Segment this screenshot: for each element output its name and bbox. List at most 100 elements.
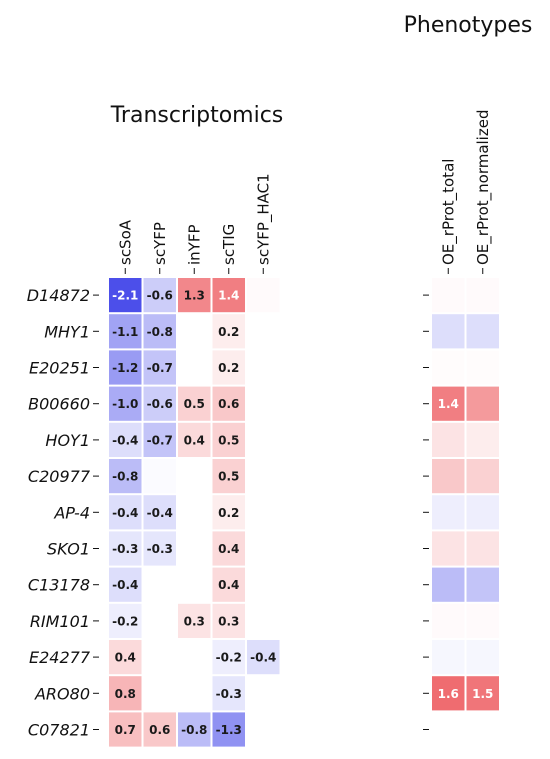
heatmap-cell xyxy=(143,567,176,602)
heatmap-cell xyxy=(212,640,245,675)
cell-value-label: -0.4 xyxy=(147,506,173,520)
heatmap-cell xyxy=(178,278,211,313)
heatmap-cell xyxy=(432,567,465,602)
heatmap-cell xyxy=(212,712,245,747)
heatmap-cell xyxy=(432,459,465,494)
heatmap-cell xyxy=(247,640,280,675)
column-label: scYFP_HAC1 xyxy=(254,173,273,265)
cell-value-label: -1.0 xyxy=(112,397,138,411)
heatmap-cell xyxy=(466,495,499,530)
heatmap-cell xyxy=(247,386,280,421)
heatmap-cell xyxy=(247,278,280,313)
heatmap-cell xyxy=(143,350,176,385)
heatmap-cell xyxy=(143,495,176,530)
heatmap-cell xyxy=(143,531,176,566)
row-label: C07821 xyxy=(28,721,90,740)
heatmap-cell xyxy=(178,314,211,349)
heatmap-cell xyxy=(466,712,499,747)
row-label: C13178 xyxy=(28,576,90,595)
cell-value-label: -0.4 xyxy=(112,433,138,447)
row-label: SKO1 xyxy=(47,540,90,559)
column-label: scYFP xyxy=(151,222,169,265)
heatmap-cell xyxy=(143,459,176,494)
row-label: AP-4 xyxy=(53,503,90,522)
heatmap-cell xyxy=(178,676,211,711)
heatmap-cell xyxy=(109,350,142,385)
cell-value-label: 0.5 xyxy=(184,397,205,411)
heatmap-cell xyxy=(212,422,245,457)
row-label: C20977 xyxy=(28,467,91,486)
cell-value-label: -0.4 xyxy=(112,578,138,592)
heatmap-cell xyxy=(432,603,465,638)
heatmap-cell xyxy=(109,314,142,349)
heatmap-cell xyxy=(143,386,176,421)
row-labels: D14872 MHY1 E20251 B00660 HOY1 C20977 AP-4 SKO1… xyxy=(27,286,429,740)
column-label: OE_rProt_normalized xyxy=(474,110,493,265)
heatmap-cell xyxy=(212,459,245,494)
heatmap-cell xyxy=(109,567,142,602)
heatmap-cell xyxy=(212,495,245,530)
heatmap-cell xyxy=(432,640,465,675)
heatmap-cell xyxy=(178,712,211,747)
heatmap-cell xyxy=(432,314,465,349)
cell-value-label: 0.2 xyxy=(218,325,239,339)
heatmap-cell xyxy=(109,676,142,711)
heatmap-cell xyxy=(466,422,499,457)
cell-value-label: 0.8 xyxy=(115,687,136,701)
cell-value-label: 1.4 xyxy=(218,289,239,303)
heatmap-cell xyxy=(143,603,176,638)
cell-value-label: -0.7 xyxy=(147,361,173,375)
cell-value-label: -1.2 xyxy=(112,361,138,375)
cell-value-label: -1.1 xyxy=(112,325,138,339)
row-label: E24277 xyxy=(29,648,91,667)
column-label: OE_rProt_total xyxy=(439,159,458,265)
heatmap-cell xyxy=(143,712,176,747)
heatmap-cell xyxy=(143,676,176,711)
heatmap-cell xyxy=(143,422,176,457)
phenotypes-title: Phenotypes xyxy=(404,13,533,38)
heatmap-cell xyxy=(466,603,499,638)
heatmap-cell xyxy=(109,422,142,457)
transcriptomics-title: Transcriptomics xyxy=(110,103,284,128)
cell-value-label: -0.8 xyxy=(147,325,173,339)
heatmap-cell xyxy=(432,495,465,530)
heatmap-cell xyxy=(212,531,245,566)
heatmap-cell xyxy=(178,422,211,457)
heatmap-cell xyxy=(109,459,142,494)
row-label: HOY1 xyxy=(45,431,90,450)
cell-value-label: -0.4 xyxy=(112,506,138,520)
heatmap-cell xyxy=(178,567,211,602)
row-label: B00660 xyxy=(28,395,90,414)
heatmap-cell xyxy=(466,567,499,602)
cell-value-label: -0.3 xyxy=(112,542,138,556)
cell-value-label: -0.2 xyxy=(112,614,138,628)
column-label: scSoA xyxy=(116,219,134,265)
heatmap-cell xyxy=(466,459,499,494)
heatmap-cell xyxy=(466,531,499,566)
row-label: D14872 xyxy=(27,286,90,305)
heatmap-cell xyxy=(109,531,142,566)
heatmap-cell xyxy=(247,350,280,385)
cell-value-label: -0.7 xyxy=(147,433,173,447)
heatmap-cell xyxy=(466,350,499,385)
heatmap-cell xyxy=(432,531,465,566)
heatmap-cell xyxy=(212,314,245,349)
heatmap-cell xyxy=(178,386,211,421)
row-label: RIM101 xyxy=(30,612,90,631)
transcriptomics-heatmap: scSoA scYFP inYFP scTIG scYFP_HAC1 -2.1 -0.6 1.… xyxy=(109,173,280,747)
cell-value-label: -0.2 xyxy=(216,651,242,665)
heatmap-cell xyxy=(109,386,142,421)
cell-value-label: 0.2 xyxy=(218,506,239,520)
heatmap-cell xyxy=(466,676,499,711)
heatmap-cell xyxy=(109,278,142,313)
heatmap-cell xyxy=(247,676,280,711)
heatmap-cell xyxy=(109,640,142,675)
cell-value-label: 0.5 xyxy=(218,470,239,484)
heatmap-cell xyxy=(432,712,465,747)
heatmap-cell xyxy=(432,676,465,711)
heatmap-cell xyxy=(212,386,245,421)
heatmap-cell xyxy=(466,278,499,313)
cell-value-label: -0.3 xyxy=(147,542,173,556)
heatmap-cell xyxy=(143,278,176,313)
